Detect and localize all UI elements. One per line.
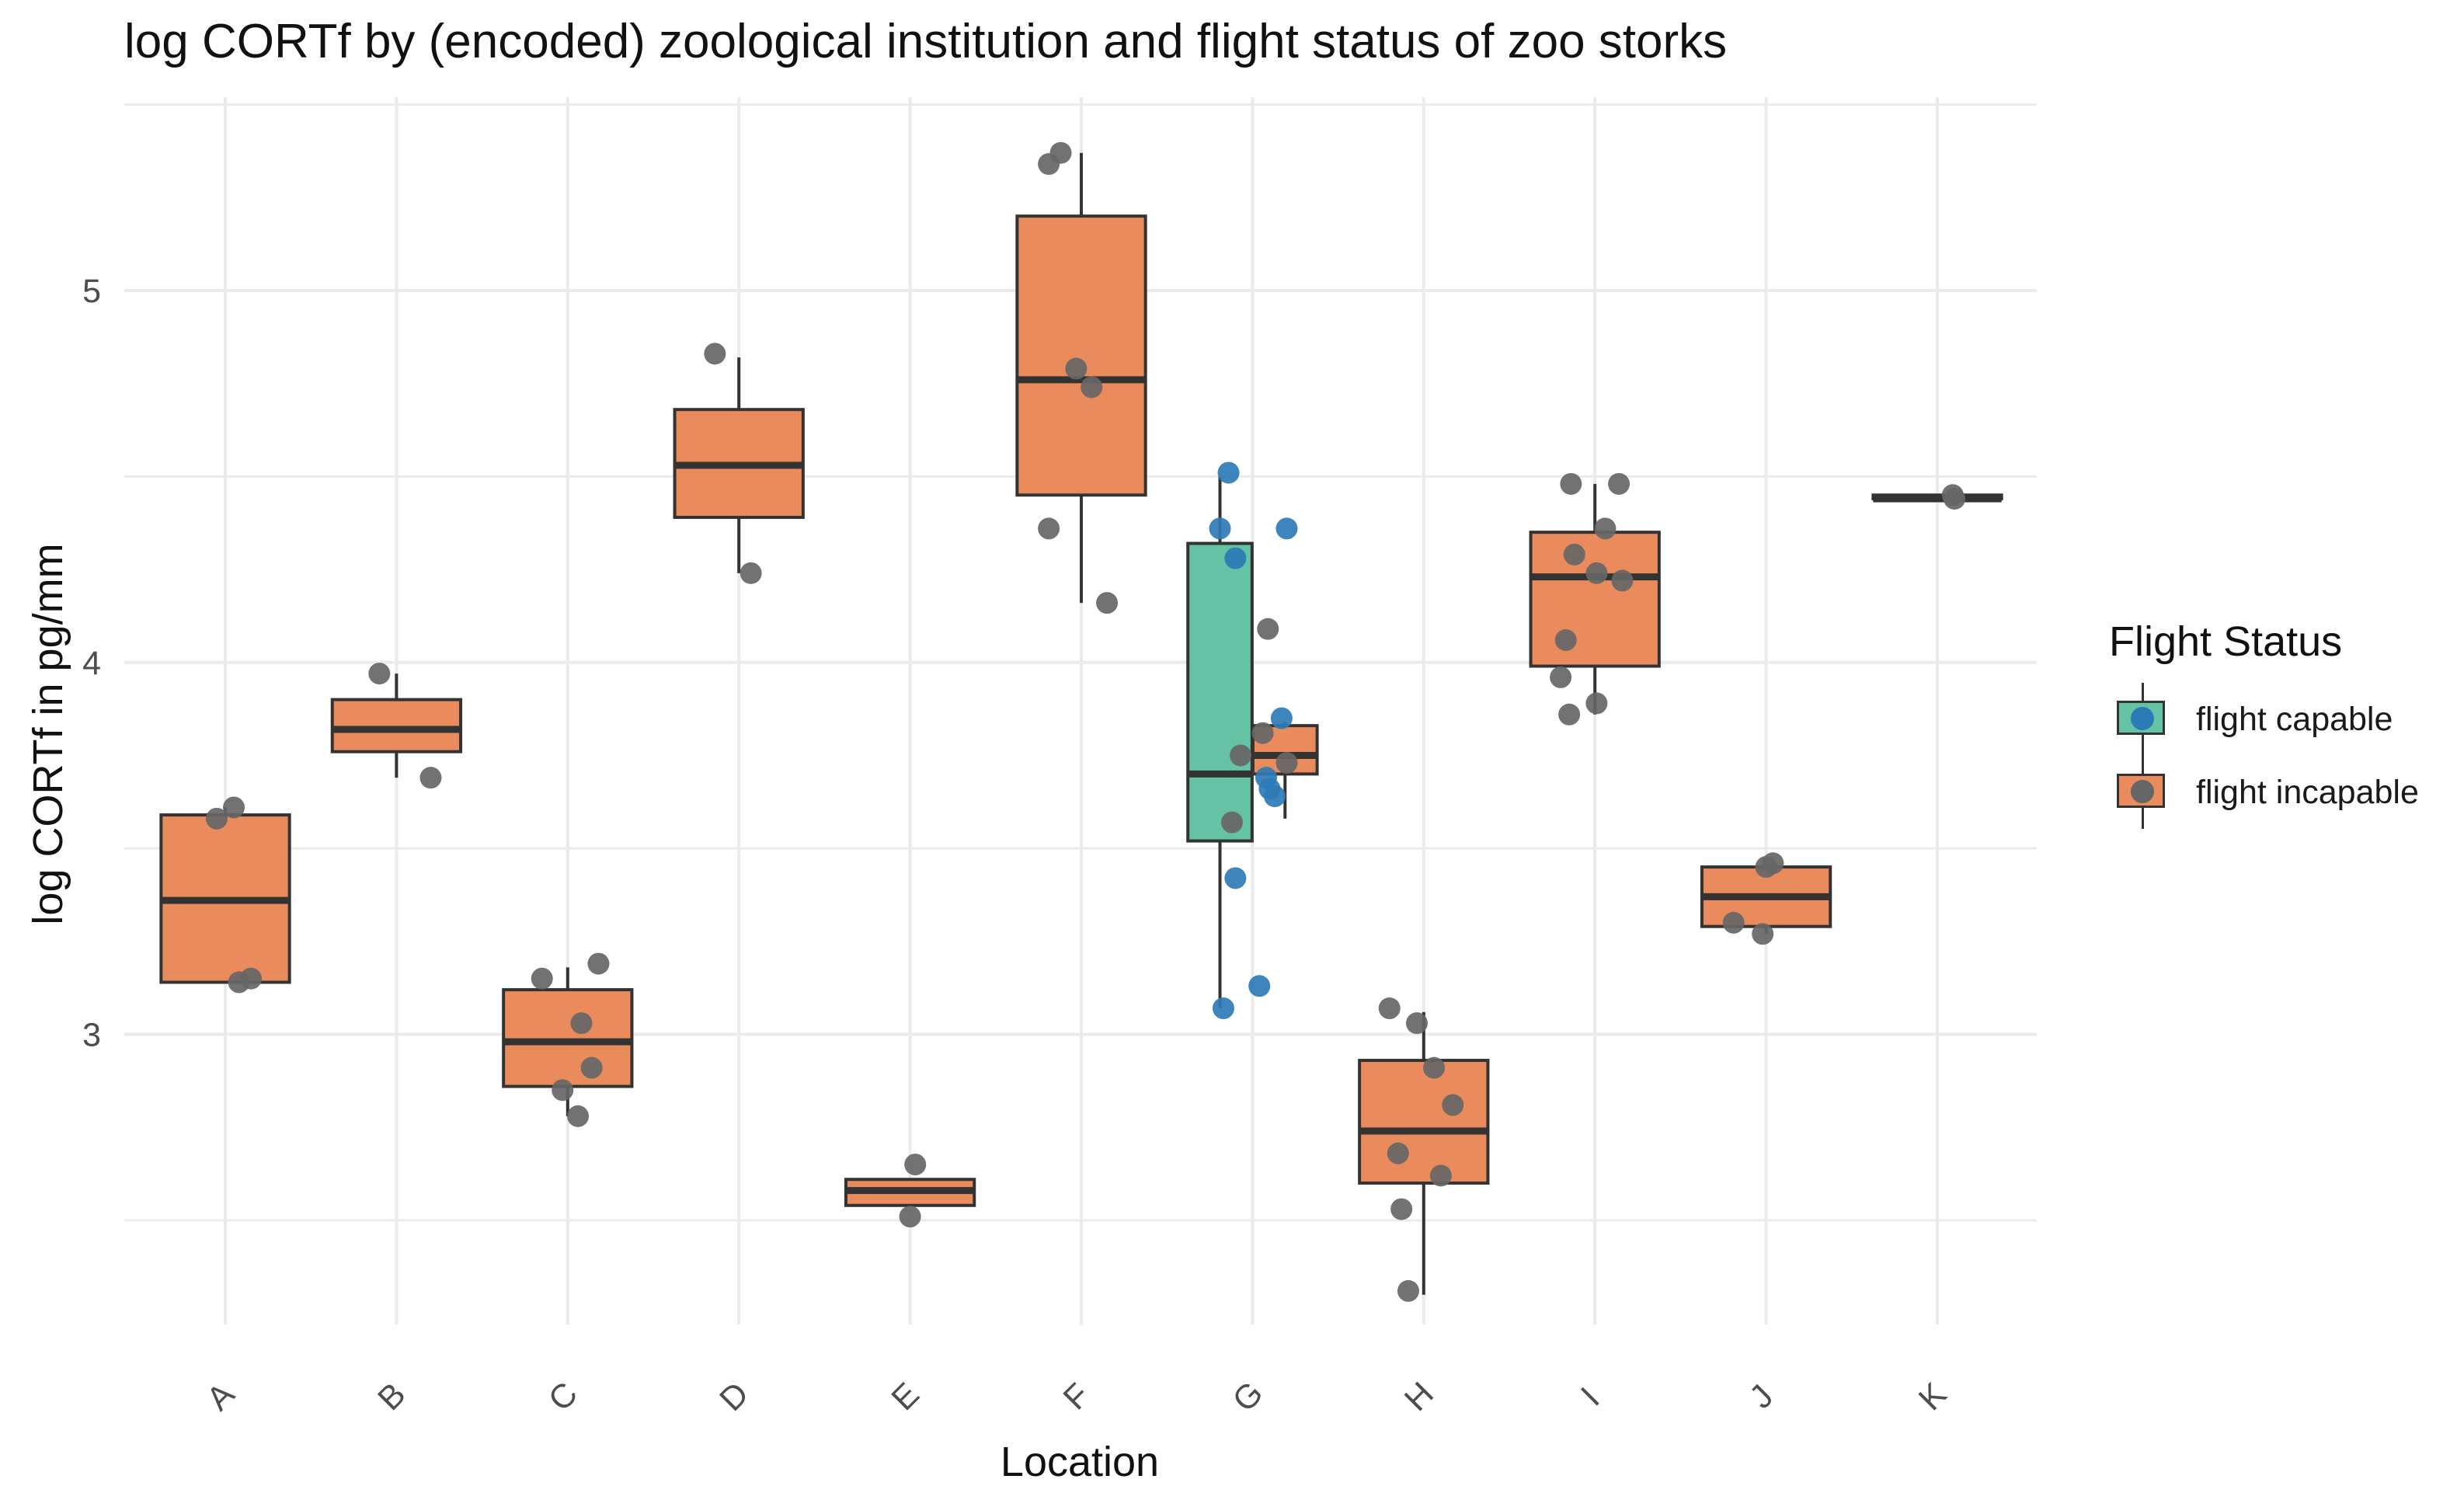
box-iqr <box>502 988 634 1088</box>
x-tick-label: I <box>1574 1380 1606 1413</box>
data-point-H <box>1387 1142 1409 1164</box>
data-point-I <box>1563 543 1585 566</box>
box-iqr <box>1015 214 1147 497</box>
data-point-A <box>223 796 245 819</box>
data-point-F <box>1065 357 1088 380</box>
data-point-H <box>1423 1056 1446 1079</box>
x-tick-label: A <box>200 1376 242 1418</box>
data-point-G <box>1229 744 1251 767</box>
box-G-capable <box>1186 476 1254 1009</box>
data-point-F <box>1049 141 1072 164</box>
data-point-K <box>1941 484 1964 506</box>
data-point-G <box>1224 547 1247 569</box>
data-point-G <box>1276 517 1298 540</box>
box-iqr <box>1358 1059 1490 1185</box>
data-point-E <box>899 1206 921 1228</box>
data-point-G <box>1224 867 1247 889</box>
x-tick-label: E <box>885 1376 927 1418</box>
box-A-incapable <box>159 807 291 984</box>
box-iqr <box>1529 531 1661 668</box>
data-point-I <box>1558 703 1581 726</box>
data-point-I <box>1560 472 1582 495</box>
data-point-I <box>1608 472 1630 495</box>
y-axis-title: log CORTf in pg/mm <box>25 543 71 924</box>
data-point-D <box>740 562 762 584</box>
legend-item-flight-capable: flight capable <box>2109 683 2419 756</box>
box-E-incapable <box>844 1178 976 1207</box>
data-point-G <box>1212 997 1234 1020</box>
x-tick-label: G <box>1226 1374 1271 1419</box>
box-F-incapable <box>1015 152 1147 604</box>
data-point-J <box>1722 911 1745 934</box>
data-point-A <box>240 967 263 990</box>
box-B-incapable <box>330 673 463 778</box>
y-tick-label: 4 <box>82 645 101 682</box>
x-tick-label: K <box>1912 1376 1954 1418</box>
data-point-H <box>1390 1198 1413 1220</box>
data-point-G <box>1220 811 1243 834</box>
data-point-I <box>1585 692 1608 715</box>
data-point-J <box>1762 852 1784 875</box>
data-point-G <box>1264 785 1286 808</box>
data-point-G <box>1217 461 1240 484</box>
data-point-C <box>580 1056 603 1079</box>
chart-title: log CORTf by (encoded) zoological instit… <box>124 15 1728 68</box>
data-point-H <box>1397 1279 1419 1302</box>
data-point-F <box>1096 592 1119 614</box>
data-point-F <box>1081 376 1103 398</box>
box-iqr <box>1186 541 1254 843</box>
data-point-A <box>205 807 228 830</box>
data-point-G <box>1209 517 1231 540</box>
legend-title: Flight Status <box>2109 618 2343 665</box>
data-point-G <box>1257 618 1279 640</box>
x-tick-label: D <box>712 1375 756 1418</box>
data-point-I <box>1554 629 1577 652</box>
data-point-I <box>1550 666 1572 688</box>
data-point-C <box>531 967 553 990</box>
data-point-G <box>1270 707 1293 729</box>
data-point-I <box>1611 569 1634 592</box>
data-point-D <box>704 343 726 365</box>
box-D-incapable <box>673 357 805 573</box>
data-point-I <box>1594 517 1617 540</box>
data-point-H <box>1378 997 1401 1020</box>
data-point-C <box>570 1012 593 1035</box>
x-tick-label: B <box>371 1376 412 1418</box>
data-point-H <box>1405 1012 1428 1035</box>
data-point-F <box>1038 517 1060 540</box>
box-iqr <box>330 698 463 753</box>
x-tick-label: H <box>1397 1375 1441 1418</box>
x-tick-label: J <box>1742 1378 1780 1416</box>
legend: Flight Status flight capable flight inca… <box>2109 618 2419 829</box>
data-point-G <box>1248 975 1271 997</box>
legend-key-flight-incapable <box>2109 756 2176 829</box>
legend-label-flight-capable: flight capable <box>2196 700 2393 738</box>
data-point-G <box>1276 752 1298 774</box>
data-point-B <box>419 767 442 789</box>
data-point-E <box>904 1154 927 1176</box>
legend-label-flight-incapable: flight incapable <box>2196 773 2419 811</box>
x-tick-label: C <box>541 1375 585 1418</box>
legend-item-flight-incapable: flight incapable <box>2109 756 2419 829</box>
point-layer <box>205 141 1966 1302</box>
box-K-incapable <box>1871 493 2003 503</box>
data-point-C <box>587 952 610 975</box>
data-point-B <box>368 663 391 685</box>
y-tick-label: 5 <box>82 273 101 310</box>
data-point-H <box>1442 1094 1464 1116</box>
x-axis-title: Location <box>1001 1439 1159 1485</box>
data-point-G <box>1251 722 1274 744</box>
legend-key-flight-capable <box>2109 683 2176 756</box>
data-point-J <box>1752 923 1774 945</box>
data-point-H <box>1429 1164 1452 1187</box>
data-point-C <box>552 1079 574 1102</box>
data-point-I <box>1585 562 1608 584</box>
box-I-incapable <box>1529 483 1661 715</box>
box-H-incapable <box>1358 1011 1490 1295</box>
data-point-C <box>567 1105 590 1127</box>
x-tick-label: F <box>1056 1376 1098 1418</box>
y-tick-label: 3 <box>82 1017 101 1054</box>
